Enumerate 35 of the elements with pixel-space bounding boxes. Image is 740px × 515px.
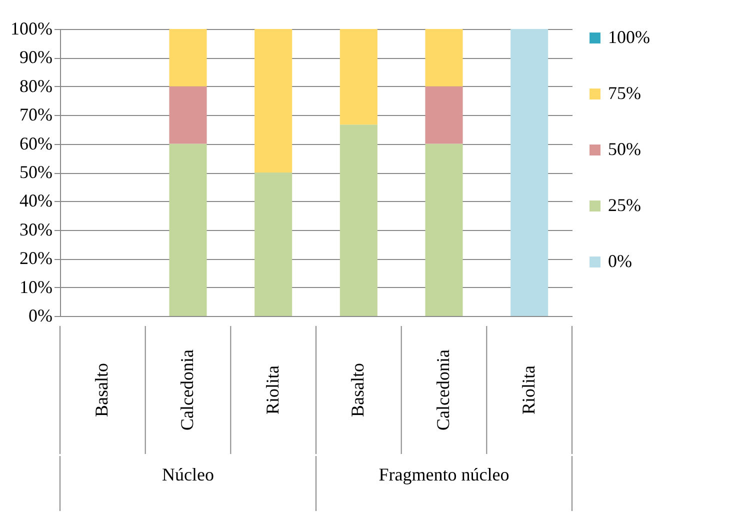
x-tick-label: Calcedonia (433, 350, 453, 430)
legend-label: 75% (608, 83, 641, 103)
y-tick-label: 60% (20, 133, 52, 154)
x-tick-label: Basalto (348, 363, 368, 417)
bar (169, 29, 207, 86)
y-tick-label: 90% (20, 47, 52, 68)
y-tick-label: 80% (20, 76, 52, 96)
x-tick-label: Basalto (92, 363, 112, 417)
legend-label: 0% (608, 251, 632, 271)
legend-label: 100% (608, 27, 650, 47)
bar (425, 86, 463, 144)
y-tick-label: 10% (20, 276, 52, 297)
x-tick-label: Calcedonia (177, 350, 197, 430)
bar (340, 124, 378, 316)
bar (340, 29, 378, 125)
bar (425, 29, 463, 86)
bar (254, 172, 292, 316)
x-tick-label: Riolita (518, 365, 538, 414)
y-tick-label: 40% (20, 190, 52, 211)
legend-label: 25% (608, 195, 641, 215)
y-tick-label: 30% (20, 219, 52, 240)
text: Núcleo (162, 464, 214, 484)
bar (169, 144, 207, 316)
y-tick-label: 0% (28, 306, 52, 326)
y-tick-label: 20% (20, 248, 52, 268)
legend-label: 50% (608, 139, 641, 159)
bar (169, 86, 207, 144)
bar (254, 29, 292, 172)
bar (425, 144, 463, 316)
bar (510, 29, 548, 316)
x-tick-label: Riolita (262, 365, 282, 414)
y-tick-label: 100% (10, 18, 52, 38)
text: Fragmento núcleo (378, 464, 510, 484)
y-tick-label: 50% (20, 162, 52, 182)
y-tick-label: 70% (20, 104, 52, 125)
